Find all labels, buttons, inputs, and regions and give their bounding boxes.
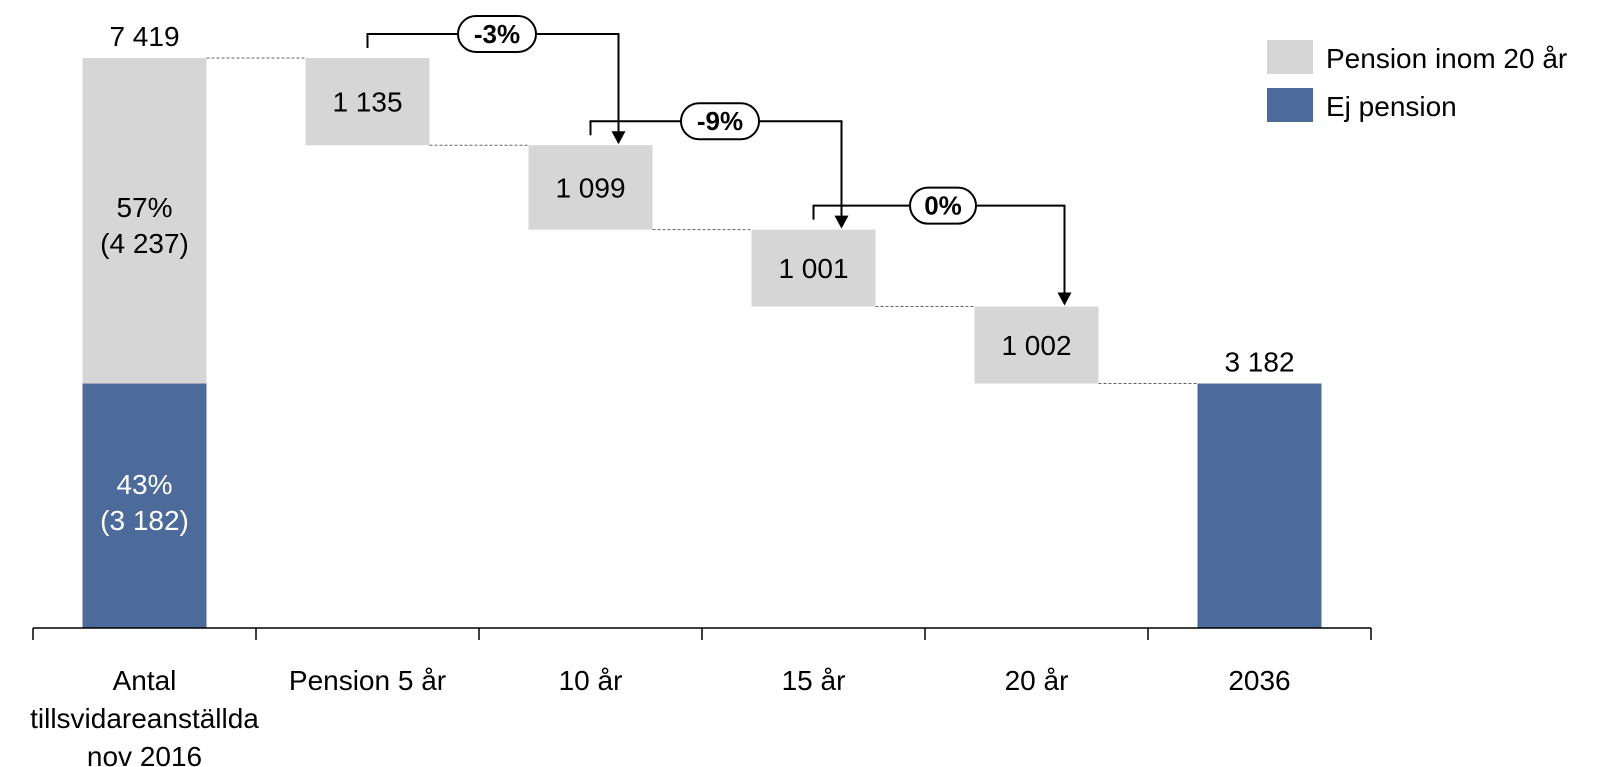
data-label-start-ej-pension-abs: (3 182) — [100, 505, 189, 536]
change-label-3: 0% — [924, 191, 962, 221]
x-tick-label-2-0: 10 år — [559, 665, 623, 696]
x-tick-label-4-0: 20 år — [1005, 665, 1069, 696]
bar-start-pension — [82, 58, 207, 384]
data-label-step-2: 1 099 — [555, 172, 625, 203]
bar-step-3 — [751, 229, 876, 307]
change-pill-3 — [909, 186, 977, 225]
bar-start-ej-pension — [82, 383, 207, 628]
x-tick-label-5-0: 2036 — [1228, 665, 1290, 696]
change-pill-2 — [680, 102, 760, 141]
x-tick-label-1-0: Pension 5 år — [289, 665, 446, 696]
x-tick-label-3-0: 15 år — [782, 665, 846, 696]
bar-step-1 — [305, 58, 430, 146]
legend-swatch-2 — [1267, 88, 1313, 122]
change-arrowhead-2 — [834, 215, 849, 229]
change-arrowhead-3 — [1057, 292, 1072, 306]
legend-label-2: Ej pension — [1326, 91, 1457, 122]
x-tick-label-0-2: nov 2016 — [87, 741, 202, 767]
data-label-step-3: 1 001 — [778, 253, 848, 284]
data-label-step-4: 1 002 — [1001, 330, 1071, 361]
data-label-start-pension-pct: 57% — [116, 192, 172, 223]
data-label-end-total: 3 182 — [1224, 347, 1294, 378]
data-label-start-ej-pension-pct: 43% — [116, 469, 172, 500]
bar-end-ej-pension — [1197, 383, 1322, 628]
data-label-step-1: 1 135 — [332, 87, 402, 118]
change-label-2: -9% — [697, 106, 743, 136]
legend-swatch-1 — [1267, 40, 1313, 74]
x-tick-label-0-0: Antal — [113, 665, 177, 696]
bar-step-2 — [528, 145, 653, 230]
change-label-1: -3% — [474, 19, 520, 49]
data-label-start-total: 7 419 — [109, 21, 179, 52]
data-label-start-pension-abs: (4 237) — [100, 228, 189, 259]
bar-step-4 — [974, 306, 1099, 384]
change-pill-1 — [457, 15, 537, 53]
x-tick-label-0-1: tillsvidareanställda — [30, 703, 259, 734]
change-arrowhead-1 — [611, 131, 626, 145]
legend-label-1: Pension inom 20 år — [1326, 43, 1567, 74]
